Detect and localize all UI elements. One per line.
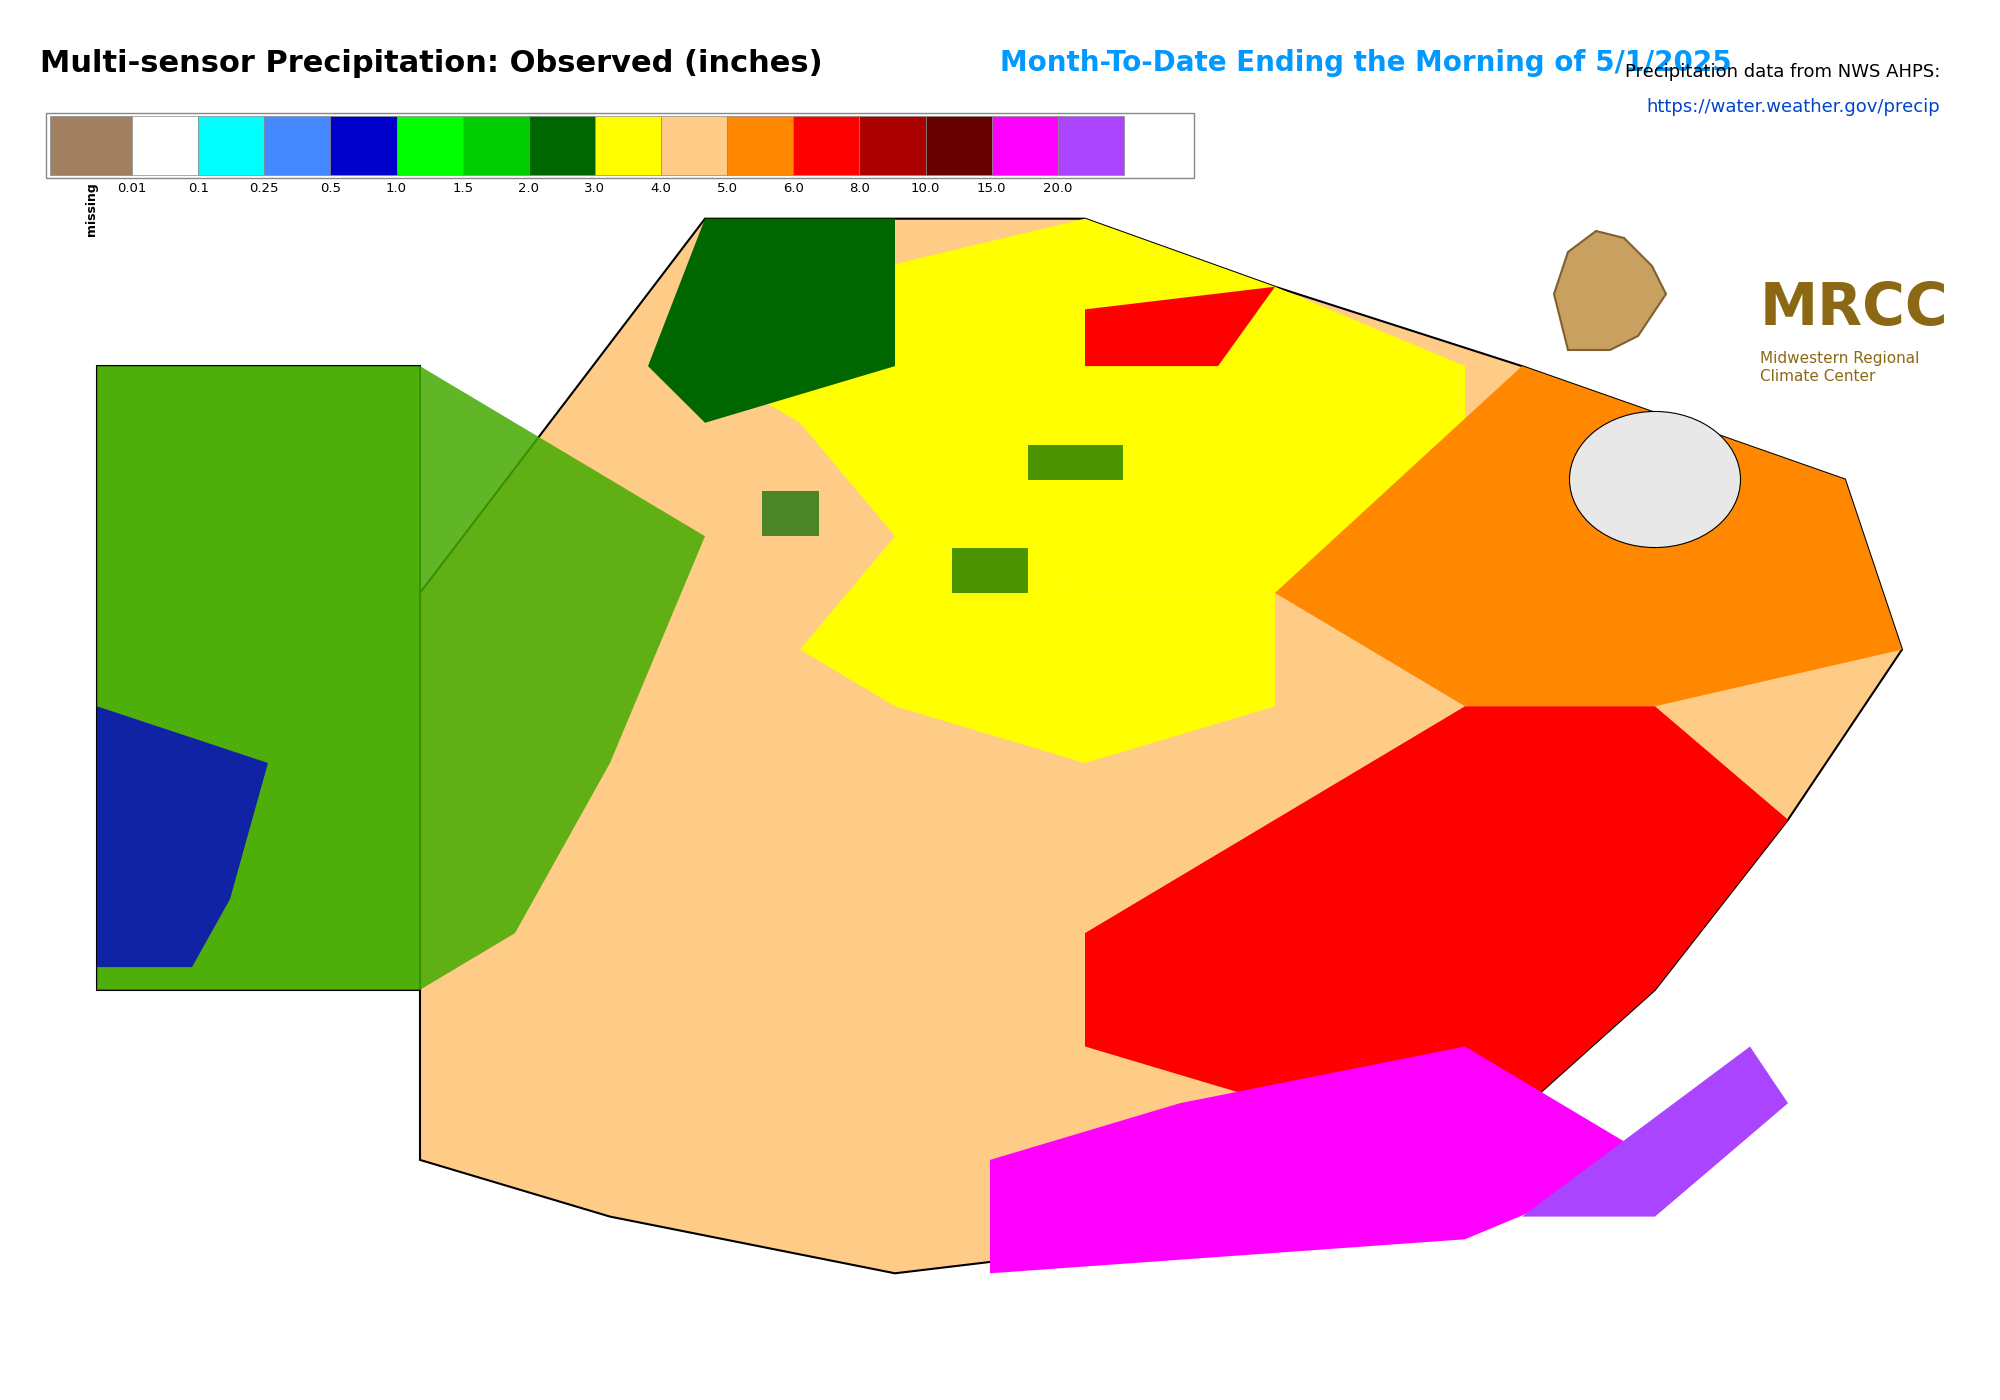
Polygon shape [800, 536, 1276, 763]
Text: 8.0: 8.0 [848, 182, 870, 195]
Bar [1058, 116, 1124, 175]
Text: Midwestern Regional
Climate Center: Midwestern Regional Climate Center [1760, 351, 1920, 384]
Text: 0.01: 0.01 [118, 182, 146, 195]
Text: 5.0: 5.0 [716, 182, 738, 195]
Text: 1.0: 1.0 [386, 182, 408, 195]
Polygon shape [96, 365, 420, 990]
Text: 20.0: 20.0 [1044, 182, 1072, 195]
Polygon shape [648, 218, 896, 423]
Polygon shape [1522, 1047, 1788, 1217]
Bar [396, 116, 462, 175]
Polygon shape [1276, 365, 1902, 706]
Bar [330, 116, 396, 175]
Polygon shape [704, 218, 1464, 594]
Bar [50, 116, 132, 175]
Text: 4.0: 4.0 [650, 182, 672, 195]
Bar [264, 116, 330, 175]
Text: missing: missing [84, 182, 98, 235]
Bar [952, 547, 1028, 594]
Bar [860, 116, 926, 175]
Text: MRCC: MRCC [1760, 280, 1948, 336]
Text: 15.0: 15.0 [976, 182, 1006, 195]
Bar [992, 116, 1058, 175]
Text: 0.5: 0.5 [320, 182, 340, 195]
Polygon shape [1084, 706, 1788, 1159]
Bar [198, 116, 264, 175]
Text: 0.25: 0.25 [250, 182, 280, 195]
Polygon shape [1084, 287, 1276, 365]
Text: 0.1: 0.1 [188, 182, 208, 195]
Bar [462, 116, 528, 175]
Bar [728, 116, 794, 175]
Text: 6.0: 6.0 [782, 182, 804, 195]
Text: Precipitation data from NWS AHPS:: Precipitation data from NWS AHPS: [1624, 63, 1940, 81]
Text: 2.0: 2.0 [518, 182, 540, 195]
Polygon shape [990, 1047, 1656, 1274]
Bar [926, 116, 992, 175]
Bar [46, 113, 1194, 178]
Bar [132, 116, 198, 175]
Polygon shape [96, 706, 268, 967]
Text: 1.5: 1.5 [452, 182, 474, 195]
Text: 3.0: 3.0 [584, 182, 606, 195]
Text: 10.0: 10.0 [910, 182, 940, 195]
Bar [762, 491, 820, 536]
Polygon shape [420, 218, 1902, 1274]
Bar [1028, 445, 1124, 479]
Bar [794, 116, 860, 175]
Ellipse shape [1570, 412, 1740, 547]
Polygon shape [96, 365, 704, 990]
Text: Month-To-Date Ending the Morning of 5/1/2025: Month-To-Date Ending the Morning of 5/1/… [1000, 49, 1732, 77]
Text: https://water.weather.gov/precip: https://water.weather.gov/precip [1646, 98, 1940, 116]
Text: Multi-sensor Precipitation: Observed (inches): Multi-sensor Precipitation: Observed (in… [40, 49, 822, 78]
Bar [528, 116, 594, 175]
Polygon shape [1554, 231, 1666, 350]
Bar [662, 116, 728, 175]
Bar [594, 116, 662, 175]
